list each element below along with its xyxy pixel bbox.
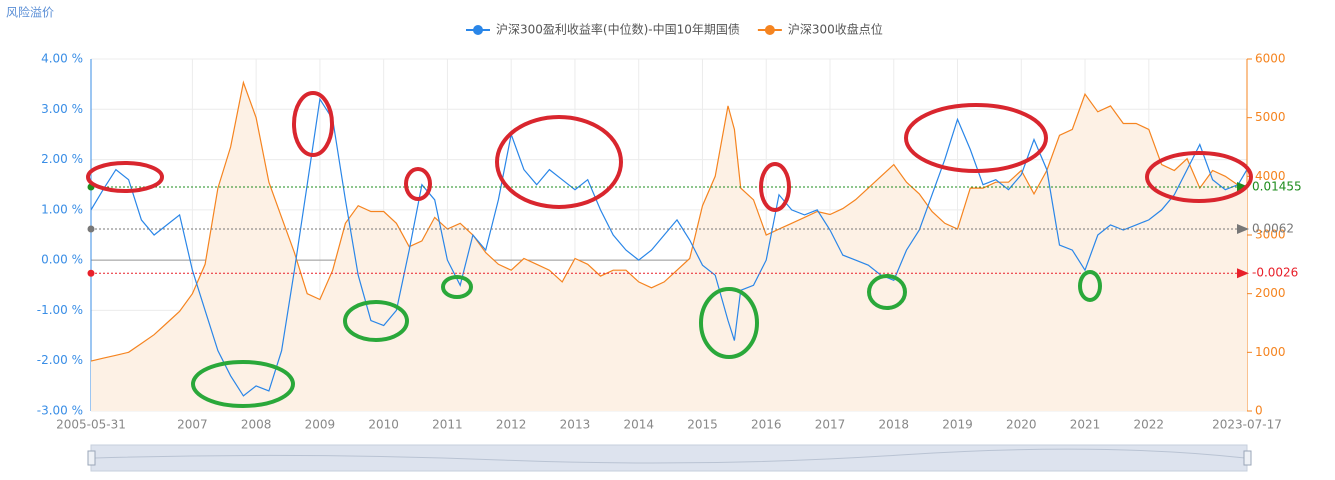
highlight-ellipse <box>86 161 164 193</box>
chart-title: 风险溢价 <box>6 5 54 20</box>
reference-arrow <box>1237 223 1249 234</box>
y-tick-label: 0.00 % <box>41 253 83 267</box>
y2-tick-label: 1000 <box>1255 345 1286 359</box>
x-tick-label: 2011 <box>432 418 463 432</box>
zoom-preview <box>94 448 1246 464</box>
highlight-ellipse <box>191 360 295 408</box>
x-tick-label: 2015 <box>687 418 718 432</box>
highlight-ellipse <box>1145 151 1253 203</box>
marks: 0.01455 0.0062 -0.0026 <box>87 80 1302 411</box>
legend-label: 沪深300盈利收益率(中位数)-中国10年期国债 <box>496 22 740 37</box>
reference-arrow <box>1237 268 1249 279</box>
x-tick-label: 2009 <box>305 418 336 432</box>
x-tick-label: 2012 <box>496 418 527 432</box>
y2-tick-label: 0 <box>1255 404 1263 418</box>
reference-dot <box>87 225 95 233</box>
highlight-ellipse <box>904 103 1048 173</box>
x-tick-label: 2013 <box>560 418 591 432</box>
x-tick-label: 2023-07-17 <box>1212 418 1282 432</box>
y2-tick-label: 5000 <box>1255 110 1286 124</box>
reference-label: -0.0026 <box>1252 266 1298 280</box>
y2-tick-label: 6000 <box>1255 52 1286 66</box>
reference-label: 0.01455 <box>1252 179 1302 193</box>
reference-dot <box>87 269 95 277</box>
highlight-ellipse <box>495 115 623 209</box>
y-tick-label: 3.00 % <box>41 102 83 116</box>
highlight-ellipse <box>343 300 409 342</box>
highlight-ellipse <box>292 91 334 157</box>
annotations <box>86 91 1253 408</box>
y-tick-label: -2.00 % <box>37 353 83 367</box>
highlight-ellipse <box>404 167 432 201</box>
series-line <box>90 80 1248 362</box>
x-tick-label: 2016 <box>751 418 782 432</box>
y-tick-label: 1.00 % <box>41 202 83 216</box>
x-tick-label: 2008 <box>241 418 272 432</box>
highlight-ellipse <box>1078 270 1102 302</box>
legend-label: 沪深300收盘点位 <box>788 22 883 37</box>
highlight-ellipse <box>441 275 473 299</box>
x-tick-label: 2018 <box>878 418 909 432</box>
legend-marker <box>764 25 775 35</box>
legend-marker <box>473 25 483 35</box>
zoom-handle[interactable] <box>1243 450 1252 466</box>
x-tick-label: 2022 <box>1134 418 1165 432</box>
x-tick-label: 2017 <box>815 418 846 432</box>
x-tick-label: 2010 <box>368 418 399 432</box>
series-line <box>90 97 1248 397</box>
series-area <box>91 82 1247 411</box>
y-tick-label: 4.00 % <box>41 52 83 66</box>
x-tick-label: 2007 <box>177 418 208 432</box>
y2-tick-label: 2000 <box>1255 286 1286 300</box>
highlight-ellipse <box>699 287 759 359</box>
reference-label: 0.0062 <box>1252 221 1294 235</box>
zoom-handle[interactable] <box>87 450 96 466</box>
highlight-ellipse <box>867 274 907 310</box>
x-tick-label: 2020 <box>1006 418 1037 432</box>
y2-tick-label: 3000 <box>1255 228 1286 242</box>
y-tick-label: -3.00 % <box>37 404 83 418</box>
x-tick-label: 2019 <box>942 418 973 432</box>
x-tick-label: 2005-05-31 <box>56 418 126 432</box>
x-tick-label: 2021 <box>1070 418 1101 432</box>
y-tick-label: 2.00 % <box>41 152 83 166</box>
y-tick-label: -1.00 % <box>37 303 83 317</box>
data-zoom[interactable] <box>87 444 1252 472</box>
highlight-ellipse <box>759 162 791 212</box>
x-tick-label: 2014 <box>623 418 654 432</box>
y2-tick-label: 4000 <box>1255 169 1286 183</box>
